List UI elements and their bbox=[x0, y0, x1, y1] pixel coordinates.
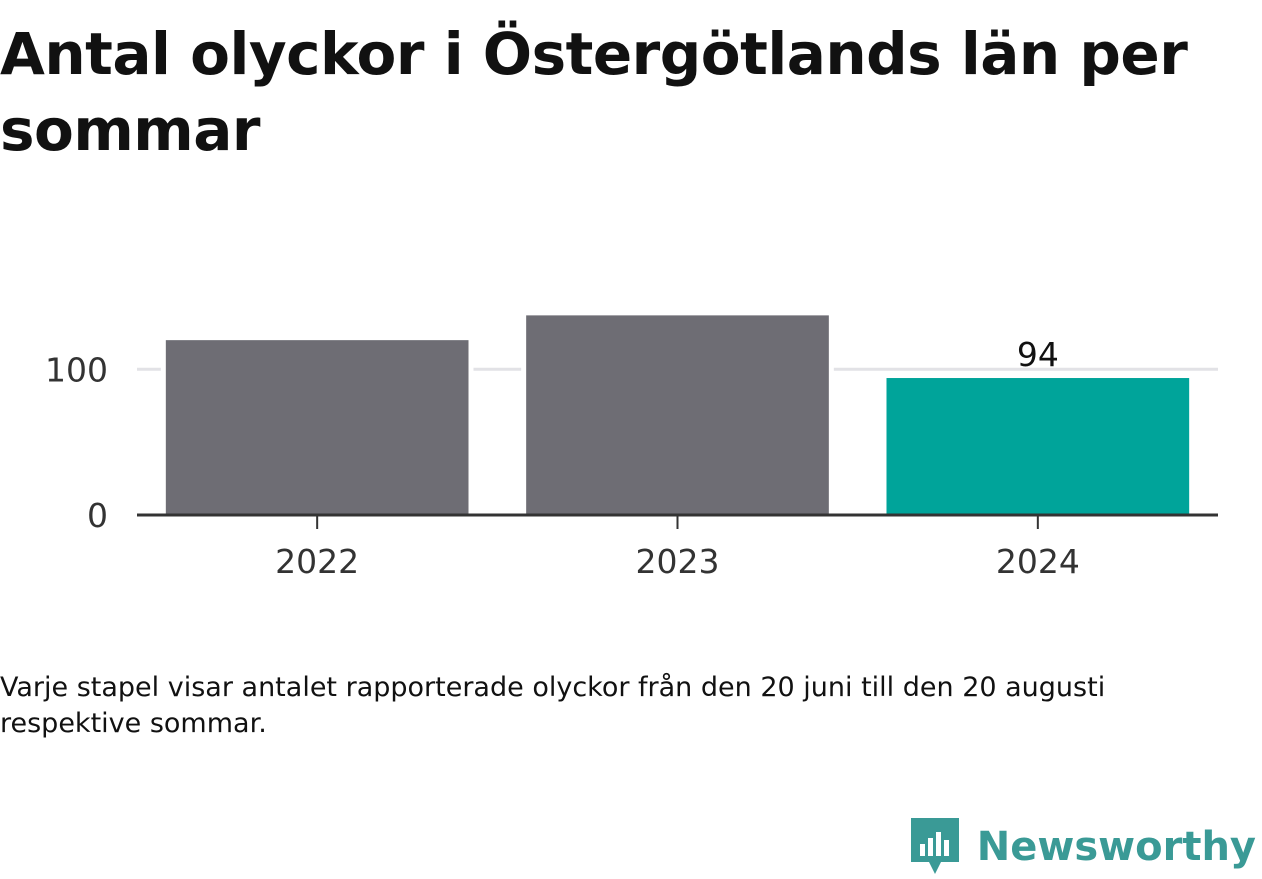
chart-caption: Varje stapel visar antalet rapporterade … bbox=[0, 672, 1106, 739]
chart-title: Antal olyckor i Östergötlands län per so… bbox=[0, 20, 1188, 164]
bar-value-label: 94 bbox=[1017, 335, 1059, 374]
y-tick-label: 100 bbox=[45, 350, 108, 389]
x-tick-label: 2022 bbox=[275, 542, 359, 581]
brand-name: Newsworthy bbox=[976, 824, 1256, 870]
newsworthy-logo: Newsworthy bbox=[910, 817, 1256, 877]
bar bbox=[165, 340, 469, 515]
bar-chart-svg: 0 100 2022 2023 94 2024 bbox=[45, 311, 1218, 581]
y-tick-label: 0 bbox=[87, 496, 108, 535]
bar-chart: 0 100 2022 2023 94 2024 bbox=[0, 280, 1262, 600]
bar bbox=[526, 315, 829, 515]
bar bbox=[886, 378, 1190, 515]
x-tick-label: 2023 bbox=[636, 542, 720, 581]
newsworthy-logo-icon bbox=[910, 818, 959, 874]
x-tick-label: 2024 bbox=[996, 542, 1080, 581]
